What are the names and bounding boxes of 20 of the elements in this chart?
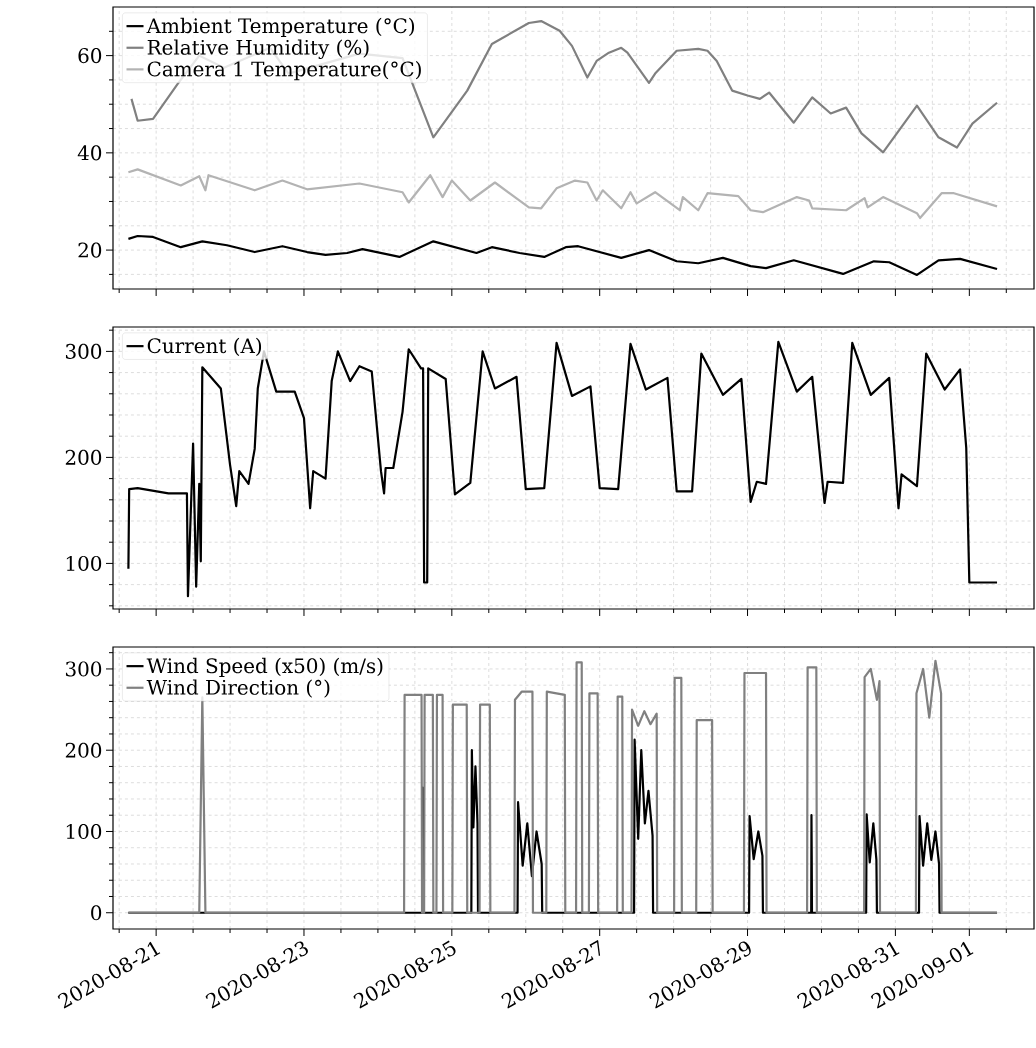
y-tick-label: 0 — [91, 905, 102, 921]
line-series — [127, 659, 999, 914]
y-tick-label: 100 — [66, 823, 102, 840]
y-tick-label: 200 — [65, 742, 102, 758]
y-tick-label: 60 — [78, 48, 102, 64]
line-series — [127, 340, 999, 598]
line-series — [127, 234, 999, 276]
y-tick-label: 40 — [77, 145, 102, 161]
y-tick-label: 100 — [66, 555, 102, 571]
y-tick-label: 20 — [78, 242, 102, 258]
y-tick-label: 300 — [65, 343, 102, 359]
legend-label: Wind Speed (x50) (m/s) — [146, 657, 383, 678]
legend-label: Ambient Temperature (°C) — [146, 17, 415, 38]
line-series — [127, 168, 999, 220]
legend-label: Relative Humidity (%) — [147, 39, 369, 59]
legend-label: Wind Direction (°) — [146, 679, 330, 698]
y-tick-label: 300 — [65, 661, 102, 677]
legend-label: Current (A) — [147, 337, 262, 357]
legend-label: Camera 1 Temperature(°C) — [147, 61, 421, 81]
y-tick-label: 200 — [65, 449, 102, 465]
